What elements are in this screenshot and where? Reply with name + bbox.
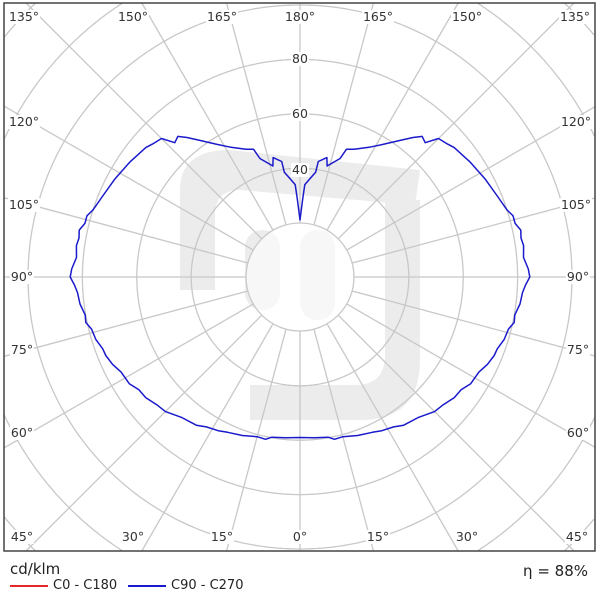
radial-gridline bbox=[352, 290, 596, 357]
radial-gridline bbox=[141, 2, 274, 231]
angle-tick-label: 45° bbox=[564, 529, 590, 544]
angle-tick-label: 150° bbox=[450, 9, 484, 24]
legend-label: C90 - C270 bbox=[171, 578, 244, 593]
angle-tick-label: 75° bbox=[565, 342, 591, 357]
angle-tick-label: 0° bbox=[291, 529, 309, 544]
angle-tick-label: 90° bbox=[9, 269, 35, 284]
angle-tick-label: 15° bbox=[209, 529, 235, 544]
radial-gridline bbox=[326, 323, 459, 552]
legend-item-c0-c180: C0 - C180 bbox=[10, 578, 117, 594]
angle-tick-label: 135° bbox=[7, 9, 41, 24]
angle-tick-label: 150° bbox=[116, 9, 150, 24]
angle-tick-label: 120° bbox=[559, 114, 593, 129]
radial-gridline bbox=[346, 106, 596, 251]
radial-tick-label: 80 bbox=[291, 51, 309, 66]
legend-item-c90-c270: C90 - C270 bbox=[128, 578, 243, 594]
angle-tick-label: 60° bbox=[565, 425, 591, 440]
legend-swatch bbox=[10, 585, 48, 587]
angle-tick-label: 15° bbox=[365, 529, 391, 544]
radial-gridline bbox=[338, 2, 575, 239]
angle-tick-label: 165° bbox=[205, 9, 239, 24]
efficiency-label: η = 88% bbox=[523, 562, 588, 580]
radial-gridline bbox=[3, 290, 248, 357]
plot-frame bbox=[3, 2, 596, 552]
legend-label: C0 - C180 bbox=[53, 578, 118, 593]
radial-gridline bbox=[25, 2, 262, 239]
angle-tick-label: 105° bbox=[7, 197, 41, 212]
angle-tick-label: 120° bbox=[7, 114, 41, 129]
angle-tick-label: 75° bbox=[9, 342, 35, 357]
radial-gridline bbox=[3, 197, 248, 264]
radial-gridline bbox=[3, 303, 254, 449]
polar-grid bbox=[3, 2, 596, 552]
legend-swatch bbox=[128, 585, 166, 587]
radial-gridline bbox=[225, 329, 287, 552]
angle-tick-label: 30° bbox=[454, 529, 480, 544]
series-group bbox=[69, 135, 531, 441]
unit-label: cd/klm bbox=[10, 560, 61, 578]
inner-ring bbox=[245, 222, 355, 332]
ring-gridline bbox=[3, 2, 596, 552]
radial-tick-label: 40 bbox=[291, 162, 309, 177]
radial-gridline bbox=[313, 2, 375, 225]
ring-gridline bbox=[190, 167, 410, 387]
angle-tick-label: 135° bbox=[558, 9, 592, 24]
angle-tick-label: 60° bbox=[9, 425, 35, 440]
radial-gridline bbox=[141, 323, 274, 552]
radial-gridline bbox=[3, 105, 254, 251]
radial-gridline bbox=[352, 197, 596, 264]
angle-tick-label: 165° bbox=[361, 9, 395, 24]
angle-tick-label: 90° bbox=[565, 269, 591, 284]
radial-gridline bbox=[25, 315, 262, 552]
radial-gridline bbox=[346, 303, 596, 448]
ring-gridline bbox=[81, 58, 519, 496]
radial-gridline bbox=[338, 315, 575, 552]
angle-tick-label: 30° bbox=[120, 529, 146, 544]
series-line-c90-c270 bbox=[69, 135, 531, 441]
angle-tick-label: 45° bbox=[9, 529, 35, 544]
radial-gridline bbox=[326, 2, 459, 231]
radial-gridline bbox=[225, 2, 287, 225]
angle-tick-label: 105° bbox=[559, 197, 593, 212]
radial-gridline bbox=[313, 329, 375, 552]
ring-gridline bbox=[27, 4, 573, 550]
angle-tick-label: 180° bbox=[283, 9, 317, 24]
radial-tick-label: 60 bbox=[291, 106, 309, 121]
ring-gridline bbox=[136, 113, 464, 441]
